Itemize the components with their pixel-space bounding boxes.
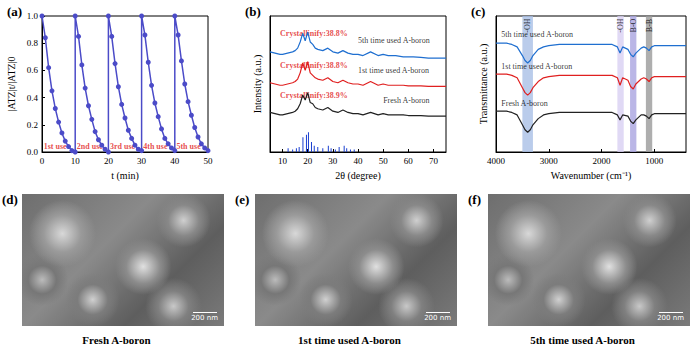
svg-text:0.6: 0.6 xyxy=(27,65,39,75)
svg-text:50: 50 xyxy=(379,156,389,166)
html-text:5th time used A-boron: 5th time used A-boron xyxy=(530,334,635,346)
html-text:(d): (d) xyxy=(2,192,18,207)
svg-text:3rd use: 3rd use xyxy=(110,142,136,151)
svg-text:B-O: B-O xyxy=(629,18,638,32)
svg-text:10: 10 xyxy=(71,156,81,166)
svg-text:Crystallinify:38.8%: Crystallinify:38.8% xyxy=(280,29,348,38)
svg-text:4th use: 4th use xyxy=(143,142,168,151)
svg-text:Crystallinify:38.8%: Crystallinify:38.8% xyxy=(280,61,348,70)
html-text:(e): (e) xyxy=(235,192,250,207)
html-text:200 nm: 200 nm xyxy=(191,314,218,322)
svg-text:1st time used A-boron: 1st time used A-boron xyxy=(501,62,572,71)
html-text:(f): (f) xyxy=(468,192,481,207)
svg-text:Intensity (a.u.): Intensity (a.u.) xyxy=(252,55,264,114)
svg-text:2000: 2000 xyxy=(593,156,612,166)
html-text:Fresh A-boron: Fresh A-boron xyxy=(82,334,151,346)
svg-text:Crystallinify:38.9%: Crystallinify:38.9% xyxy=(280,91,348,100)
svg-text:3000: 3000 xyxy=(540,156,559,166)
svg-text:40: 40 xyxy=(354,156,364,166)
svg-text:0.0: 0.0 xyxy=(27,147,39,157)
svg-text:|ATZ|t/|ATZ|0: |ATZ|t/|ATZ|0 xyxy=(6,56,17,111)
svg-text:30: 30 xyxy=(137,156,147,166)
svg-text:20: 20 xyxy=(104,156,114,166)
svg-text:60: 60 xyxy=(404,156,414,166)
html-text:200 nm: 200 nm xyxy=(657,314,684,322)
svg-text:Wavenumber (cm⁻¹): Wavenumber (cm⁻¹) xyxy=(551,170,631,182)
svg-text:5th time used A-boron: 5th time used A-boron xyxy=(358,36,430,45)
svg-text:-OH: -OH xyxy=(616,18,625,32)
svg-text:10: 10 xyxy=(278,156,288,166)
svg-text:70: 70 xyxy=(429,156,439,166)
svg-text:(b): (b) xyxy=(245,4,261,19)
svg-text:2nd use: 2nd use xyxy=(77,142,103,151)
svg-text:1st time used A-boron: 1st time used A-boron xyxy=(358,66,429,75)
svg-text:50: 50 xyxy=(204,156,214,166)
svg-text:20: 20 xyxy=(303,156,313,166)
svg-text:5th use: 5th use xyxy=(176,142,201,151)
svg-text:40: 40 xyxy=(170,156,180,166)
svg-text:30: 30 xyxy=(328,156,338,166)
svg-text:0.2: 0.2 xyxy=(27,120,38,130)
svg-text:-OH: -OH xyxy=(523,18,532,32)
svg-text:1st use: 1st use xyxy=(44,142,67,151)
svg-text:4000: 4000 xyxy=(487,156,506,166)
svg-text:1000: 1000 xyxy=(645,156,664,166)
svg-text:0.4: 0.4 xyxy=(27,93,39,103)
html-text:1st time used A-boron: 1st time used A-boron xyxy=(298,334,401,346)
svg-text:Fresh A-boron: Fresh A-boron xyxy=(383,96,429,105)
svg-text:2θ (degree): 2θ (degree) xyxy=(335,170,381,182)
svg-text:t (min): t (min) xyxy=(111,170,139,182)
svg-text:B-B: B-B xyxy=(645,19,654,32)
svg-text:Transmittance (a.u.): Transmittance (a.u.) xyxy=(478,44,490,124)
svg-text:(a): (a) xyxy=(7,4,22,19)
html-text:200 nm: 200 nm xyxy=(424,314,451,322)
svg-text:0.8: 0.8 xyxy=(27,38,39,48)
svg-text:(c): (c) xyxy=(471,4,485,19)
svg-text:5th time used A-boron: 5th time used A-boron xyxy=(501,30,573,39)
svg-text:1.0: 1.0 xyxy=(27,11,39,21)
svg-text:0: 0 xyxy=(40,156,45,166)
svg-text:Fresh A-boron: Fresh A-boron xyxy=(501,99,547,108)
